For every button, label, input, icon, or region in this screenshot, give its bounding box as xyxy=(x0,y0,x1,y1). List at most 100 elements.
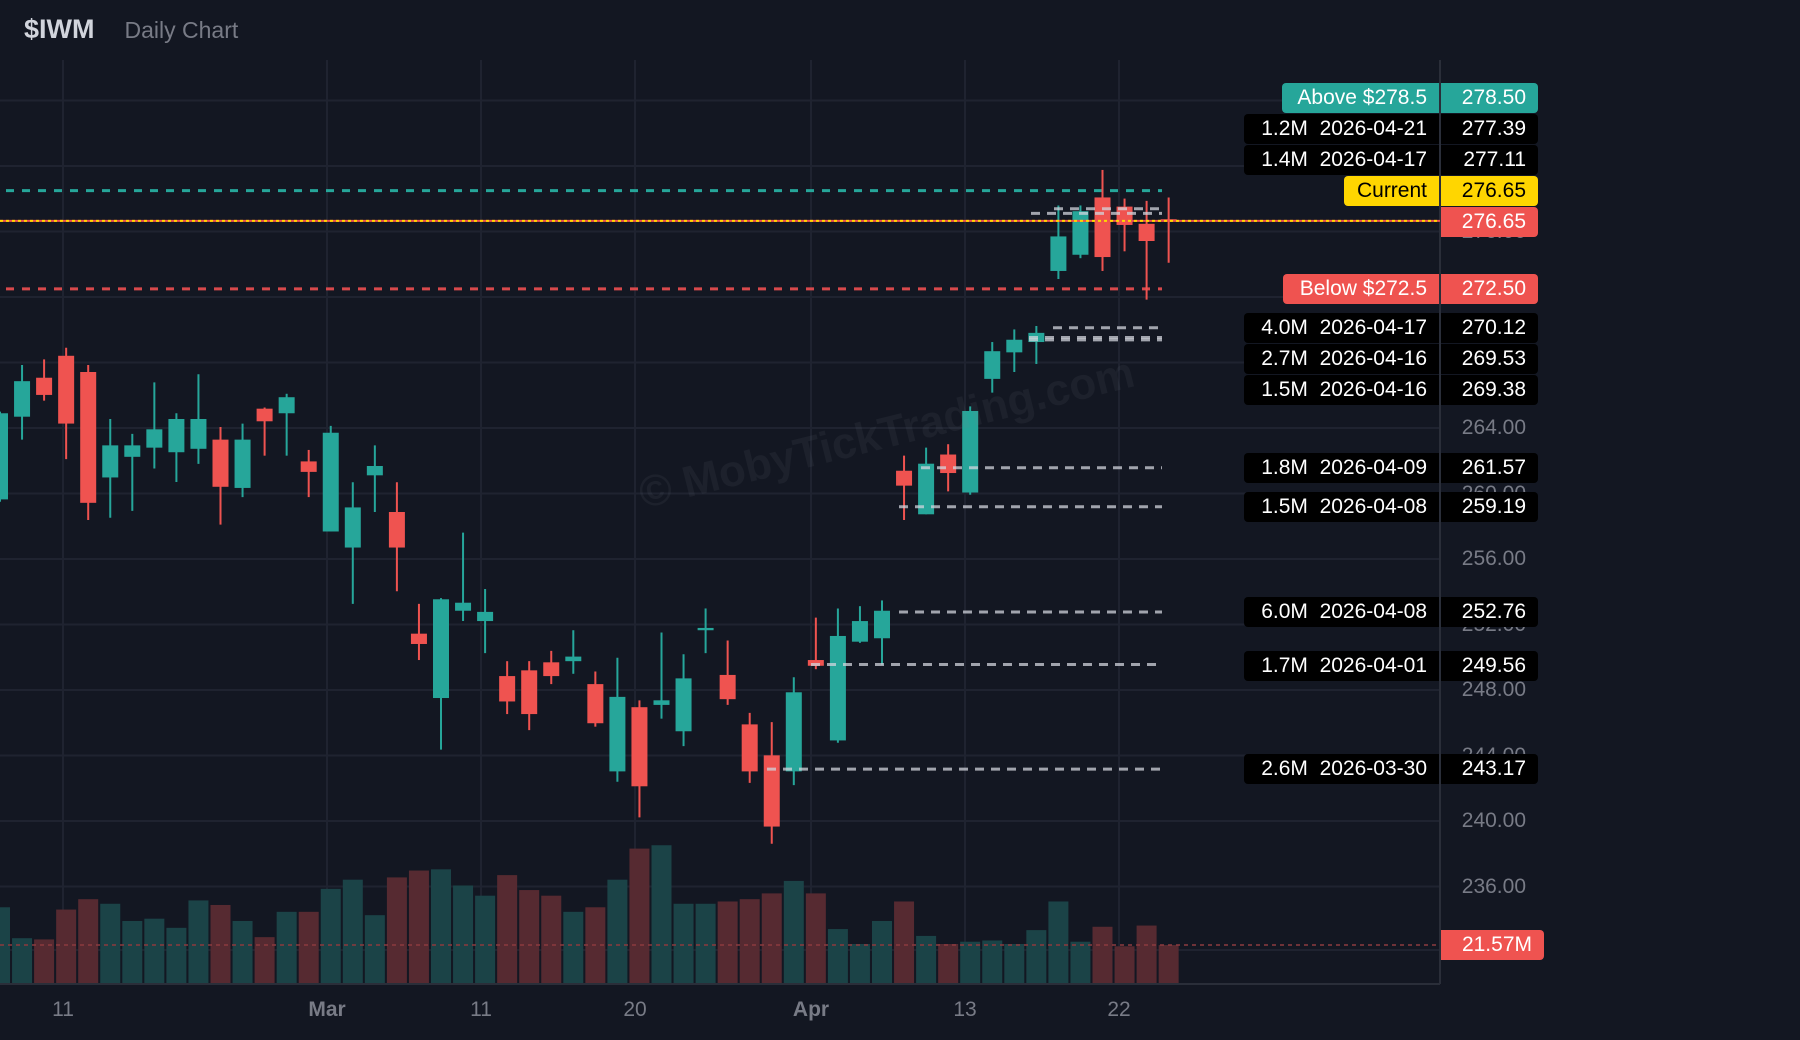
volume-bar xyxy=(34,939,55,983)
volume-bar xyxy=(386,877,407,983)
candle xyxy=(940,454,957,474)
candle xyxy=(58,355,75,424)
volume-bar xyxy=(475,895,496,983)
time-tick-label: 22 xyxy=(1107,998,1131,1021)
time-tick-label: 20 xyxy=(623,998,647,1021)
volume-bar xyxy=(761,893,782,983)
candle xyxy=(587,684,604,724)
volume-bar xyxy=(342,879,363,983)
candle xyxy=(190,418,207,449)
candle xyxy=(278,397,295,414)
candle xyxy=(741,724,758,772)
chart-timeframe: Daily Chart xyxy=(124,17,239,43)
volume-bar xyxy=(938,943,959,983)
volume-bar xyxy=(0,907,10,983)
volume-level-tag: 2.7M 2026-04-16 xyxy=(1244,344,1439,374)
volume-level-price: 277.39 xyxy=(1441,114,1538,144)
candle xyxy=(388,512,405,548)
last-price-price: 276.65 xyxy=(1441,207,1538,237)
volume-bar xyxy=(431,869,451,983)
volume-bar xyxy=(254,937,275,983)
price-tick-label: 236.00 xyxy=(1461,874,1526,898)
volume-bar xyxy=(497,875,518,983)
volume-level-tag: 1.8M 2026-04-09 xyxy=(1244,453,1439,483)
volume-bar xyxy=(519,890,540,983)
volume-bar xyxy=(1048,901,1069,983)
candles xyxy=(0,169,1177,844)
volume-level-tag: 1.4M 2026-04-17 xyxy=(1244,145,1439,175)
candle xyxy=(565,656,582,662)
candle xyxy=(455,602,472,611)
price-tick-label: 240.00 xyxy=(1461,809,1526,832)
volume-level-price: 261.57 xyxy=(1441,453,1538,483)
volume-bar xyxy=(1092,926,1113,983)
volume-bar xyxy=(1070,941,1091,983)
candle xyxy=(763,755,780,827)
candle xyxy=(631,707,648,787)
volume-bar xyxy=(276,911,297,983)
candle xyxy=(1006,339,1023,353)
candle xyxy=(212,439,229,487)
volume-bar xyxy=(982,940,1003,983)
volume-bar xyxy=(629,848,650,983)
volume-level-price: 249.56 xyxy=(1441,651,1538,681)
candle xyxy=(807,660,824,666)
volume-bar xyxy=(651,845,672,983)
candle xyxy=(896,470,913,486)
below-alert-tag: Below $272.5 xyxy=(1283,274,1439,304)
candle xyxy=(477,611,494,622)
volume-bar xyxy=(188,900,209,983)
volume-level-tag: 2.6M 2026-03-30 xyxy=(1244,754,1439,784)
candle xyxy=(984,351,1001,379)
candle xyxy=(719,674,736,700)
candle xyxy=(410,633,427,644)
candle xyxy=(344,507,361,548)
volume-bar xyxy=(1158,945,1179,983)
volume-bar xyxy=(12,938,33,983)
candle xyxy=(256,408,273,422)
candle xyxy=(1050,236,1067,271)
volume-bar xyxy=(563,911,584,983)
volume-bar xyxy=(232,920,253,983)
candle xyxy=(1138,223,1155,241)
candle xyxy=(918,463,935,515)
volume-bar xyxy=(827,929,848,983)
above-alert-tag: Above $278.5 xyxy=(1282,83,1439,113)
time-tick-label: 11 xyxy=(470,998,492,1021)
volume-bars xyxy=(0,845,1440,983)
candle xyxy=(146,429,163,448)
candle xyxy=(785,692,802,772)
volume-bar xyxy=(872,920,892,983)
chart-header: $IWM Daily Chart xyxy=(24,14,238,54)
volume-level-price: 269.53 xyxy=(1441,344,1538,374)
time-tick-label: Mar xyxy=(308,998,346,1021)
volume-bar xyxy=(408,870,429,983)
volume-price: 21.57M xyxy=(1441,930,1544,960)
candle xyxy=(499,676,516,702)
volume-bar xyxy=(56,909,77,983)
candle xyxy=(962,410,979,493)
candle xyxy=(14,381,31,417)
volume-bar xyxy=(364,915,385,983)
candle xyxy=(543,662,560,677)
candle xyxy=(366,465,383,476)
candle xyxy=(234,439,251,488)
candle xyxy=(609,696,626,772)
volume-level-lines xyxy=(767,207,1162,771)
candle xyxy=(521,670,538,715)
candle xyxy=(697,627,714,631)
candle xyxy=(1072,211,1089,255)
volume-bar xyxy=(960,941,981,983)
volume-bar xyxy=(783,880,804,983)
candle xyxy=(322,432,339,532)
volume-bar xyxy=(1136,925,1157,983)
volume-bar xyxy=(320,888,341,983)
volume-bar xyxy=(78,899,99,983)
price-tick-label: 248.00 xyxy=(1461,678,1526,701)
time-tick-label: 11 xyxy=(52,998,74,1021)
volume-level-price: 243.17 xyxy=(1441,754,1538,784)
volume-bar xyxy=(717,901,738,983)
volume-level-tag: 1.5M 2026-04-16 xyxy=(1244,375,1439,405)
time-tick-label: Apr xyxy=(792,998,830,1021)
